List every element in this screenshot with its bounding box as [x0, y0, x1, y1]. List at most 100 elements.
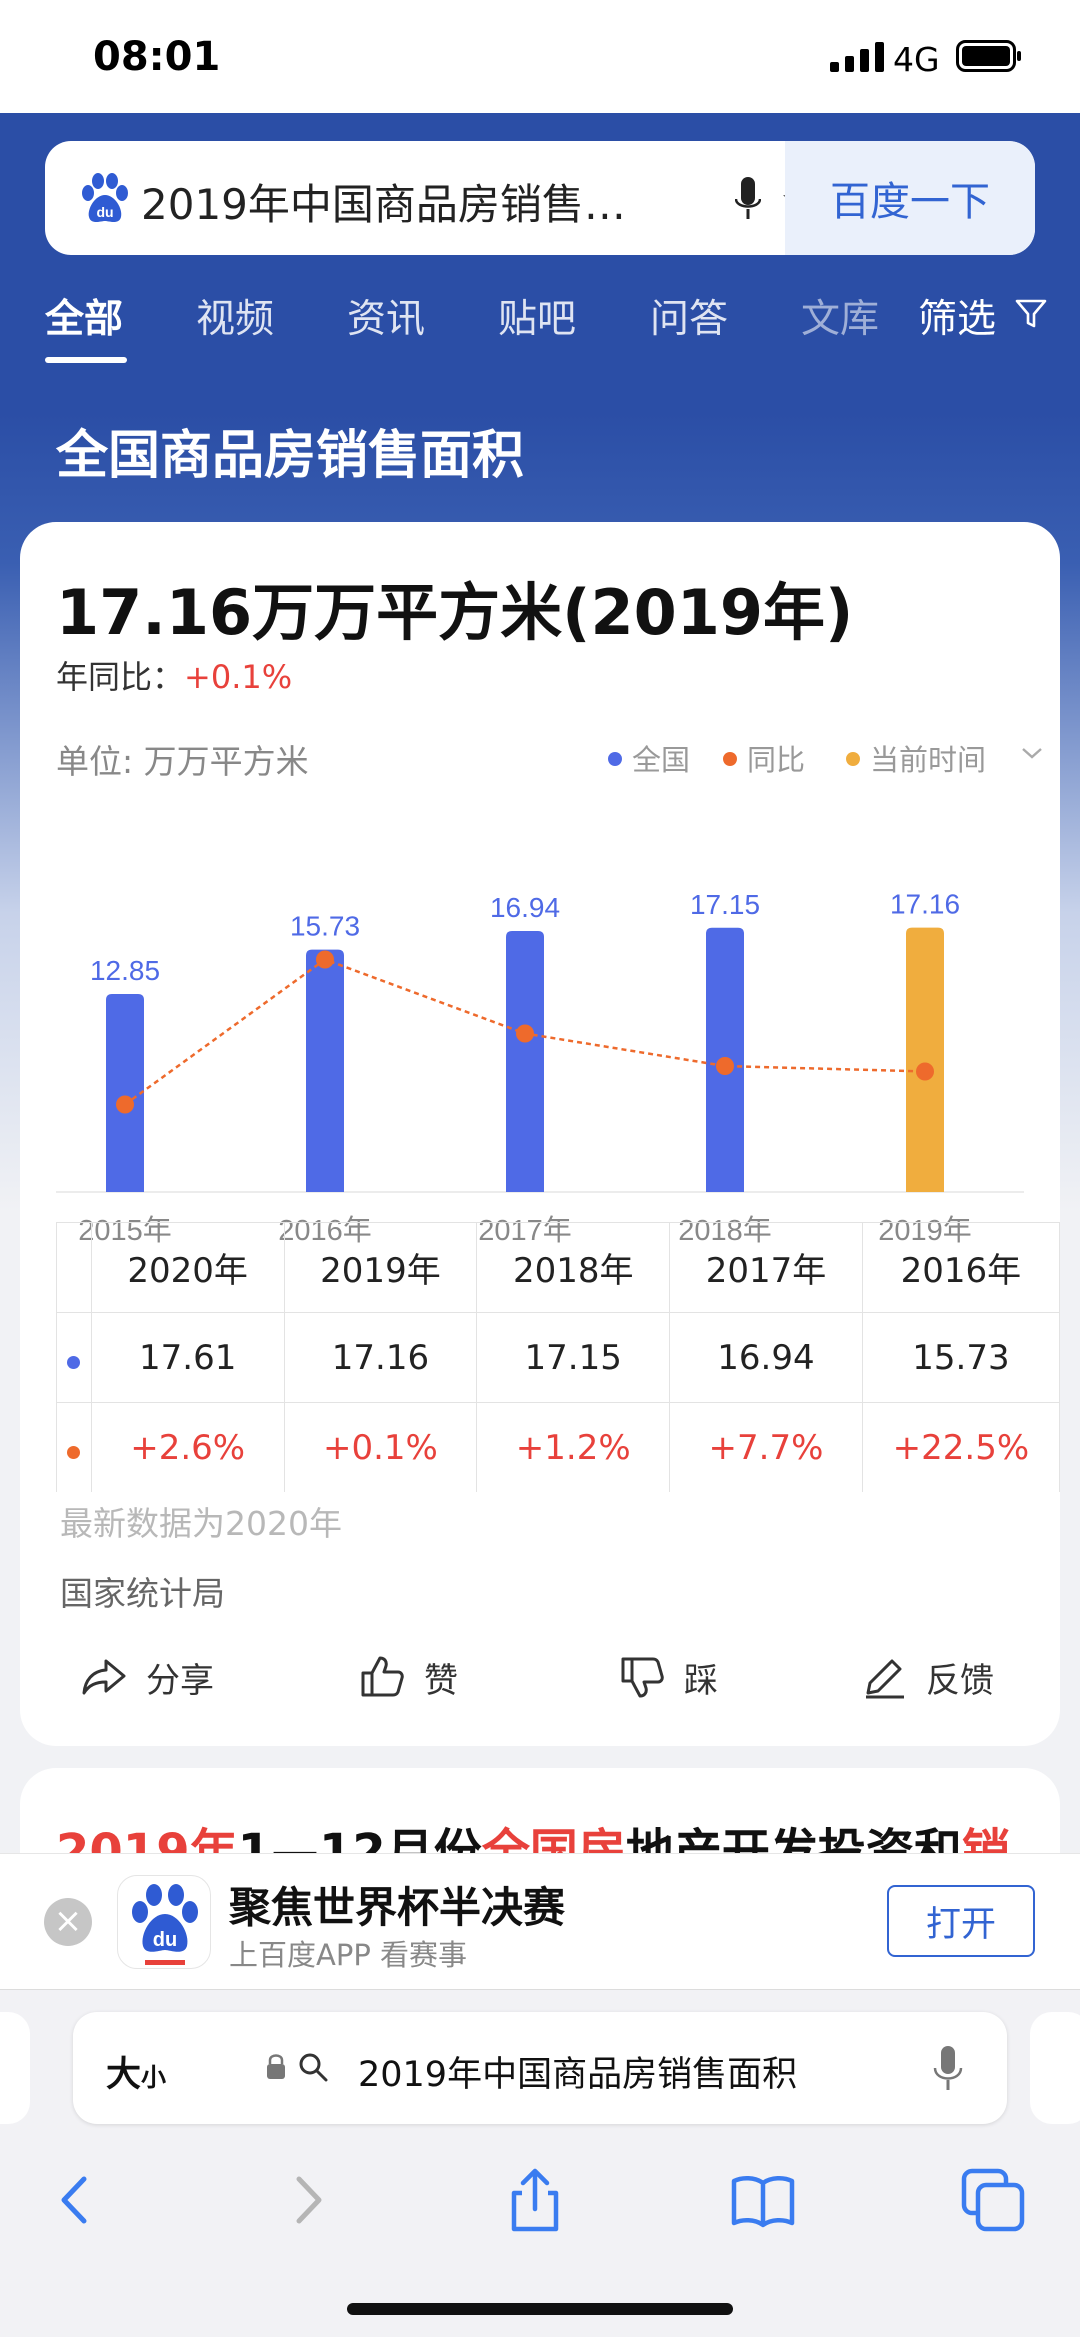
yoy-point [316, 950, 334, 969]
bar-chart: 12.852015年15.732016年16.942017年17.152018年… [56, 889, 1024, 1247]
legend-dot [723, 752, 737, 766]
share-sheet-icon[interactable] [500, 2165, 570, 2235]
back-icon[interactable] [40, 2165, 110, 2235]
search-icon [299, 2053, 328, 2082]
table-header: 2020年 [90, 1222, 285, 1313]
table-cell: +22.5% [861, 1402, 1060, 1492]
mic-icon[interactable] [735, 177, 761, 221]
feedback-button[interactable]: 反馈 [860, 1642, 994, 1712]
forward-icon[interactable] [273, 2165, 343, 2235]
chart-bar [106, 994, 144, 1192]
like-button[interactable]: 赞 [358, 1642, 458, 1712]
yoy-point [116, 1095, 134, 1114]
row-dot [67, 1355, 81, 1369]
row-dot [67, 1445, 81, 1459]
text-size-large: 大 [106, 2055, 142, 2095]
app-banner: × du 聚焦世界杯半决赛 上百度APP 看赛事 打开 [0, 1853, 1080, 1989]
table-cell: 17.15 [476, 1312, 671, 1403]
table-cell: 15.73 [861, 1312, 1060, 1403]
yoy-point [716, 1057, 734, 1075]
tab-tieba[interactable]: 贴吧 [498, 297, 577, 342]
mic-icon[interactable] [933, 2044, 963, 2094]
table-cell: 16.94 [669, 1312, 863, 1403]
table-cell: +1.2% [476, 1402, 671, 1492]
edit-icon [866, 1659, 904, 1699]
yoy-point [916, 1062, 934, 1081]
dislike-button[interactable]: 踩 [618, 1642, 718, 1712]
network-type: 4G [893, 40, 940, 79]
tabs-icon[interactable] [958, 2165, 1028, 2235]
table-cell: +0.1% [283, 1402, 478, 1492]
yoy-label: 年同比： [56, 658, 185, 696]
search-query[interactable]: 2019年中国商品房销售… [141, 180, 626, 229]
table-cell [56, 1312, 92, 1403]
tab-video[interactable]: 视频 [196, 297, 275, 342]
baidu-paw-icon: du [132, 1884, 198, 1965]
tab-wenku[interactable]: 文库 [801, 297, 880, 342]
thumbs-down-icon [621, 1657, 664, 1698]
next-tab-edge[interactable] [1030, 2012, 1080, 2124]
tab-qa[interactable]: 问答 [650, 297, 729, 342]
share-button[interactable]: 分享 [80, 1642, 214, 1712]
latest-data-note: 最新数据为2020年 [60, 1504, 342, 1543]
chart-bar [506, 931, 544, 1192]
search-button[interactable]: 百度一下 [785, 141, 1035, 255]
bar-value-label: 17.15 [690, 889, 760, 920]
table-cell [56, 1402, 92, 1492]
headline-value: 17.16万万平方米(2019年) [56, 576, 854, 649]
tab-all[interactable]: 全部 [45, 297, 124, 342]
legend-label: 当前时间 [870, 743, 987, 777]
legend-item-current: 当前时间 [846, 737, 986, 779]
section-title: 全国商品房销售面积 [56, 426, 525, 486]
table-cell [56, 1222, 92, 1313]
chart-bar [306, 949, 344, 1192]
battery-icon [956, 40, 1021, 72]
browser-nav-row [0, 2155, 1080, 2245]
address-text[interactable]: 2019年中国商品房销售面积 [358, 2055, 798, 2095]
legend-item-yoy: 同比 [723, 737, 805, 779]
legend-label: 全国 [632, 743, 691, 777]
svg-text:du: du [96, 204, 113, 220]
bookmarks-icon[interactable] [728, 2165, 798, 2235]
share-icon [82, 1659, 126, 1695]
open-app-button[interactable]: 打开 [887, 1885, 1035, 1957]
table-header: 2016年 [861, 1222, 1060, 1313]
unit-label: 单位: 万万平方米 [56, 742, 309, 781]
text-size-button[interactable]: 大小 [106, 2046, 166, 2097]
table-row: 17.61 17.16 17.15 16.94 15.73 [56, 1312, 1060, 1403]
bar-value-label: 16.94 [490, 892, 560, 923]
table-header: 2017年 [669, 1222, 863, 1313]
search-box[interactable]: du 2019年中国商品房销售… 百度一下 [45, 141, 1035, 255]
table-header: 2019年 [283, 1222, 478, 1313]
bar-value-label: 17.16 [890, 889, 960, 920]
data-table: 2020年 2019年 2018年 2017年 2016年 17.61 17.1… [56, 1222, 1060, 1492]
table-header: 2018年 [476, 1222, 671, 1313]
svg-text:du: du [153, 1929, 177, 1951]
bar-value-label: 15.73 [290, 911, 360, 942]
filter-icon[interactable] [1014, 297, 1048, 331]
legend-dot [846, 752, 860, 766]
banner-title: 聚焦世界杯半决赛 [229, 1883, 566, 1932]
browser-toolbar: 大小 2019年中国商品房销售面积 [0, 1989, 1080, 2337]
table-cell: 17.16 [283, 1312, 478, 1403]
baidu-paw-icon: du [82, 173, 128, 222]
stats-card: 17.16万万平方米(2019年) 年同比： +0.1% 单位: 万万平方米 全国… [20, 522, 1060, 1746]
address-bar[interactable]: 大小 2019年中国商品房销售面积 [73, 2012, 1007, 2124]
table-cell: +2.6% [90, 1402, 285, 1492]
close-icon[interactable]: × [44, 1898, 92, 1946]
data-source[interactable]: 国家统计局 [60, 1574, 225, 1613]
legend-label: 同比 [747, 743, 806, 777]
prev-tab-edge[interactable] [0, 2012, 30, 2124]
tab-bar: 全部 视频 资讯 贴吧 问答 文库 筛选 [0, 280, 1080, 370]
chevron-down-icon[interactable] [1020, 745, 1044, 761]
status-time: 08:01 [93, 34, 221, 80]
filter-button[interactable]: 筛选 [918, 297, 997, 342]
feedback-label: 反馈 [926, 1660, 994, 1701]
baidu-app-icon: du [117, 1875, 211, 1969]
dislike-label: 踩 [684, 1660, 718, 1701]
tab-news[interactable]: 资讯 [347, 297, 426, 342]
share-label: 分享 [146, 1660, 214, 1701]
signal-icon [830, 42, 884, 72]
table-header-row: 2020年 2019年 2018年 2017年 2016年 [56, 1222, 1060, 1313]
table-row: +2.6% +0.1% +1.2% +7.7% +22.5% [56, 1402, 1060, 1492]
